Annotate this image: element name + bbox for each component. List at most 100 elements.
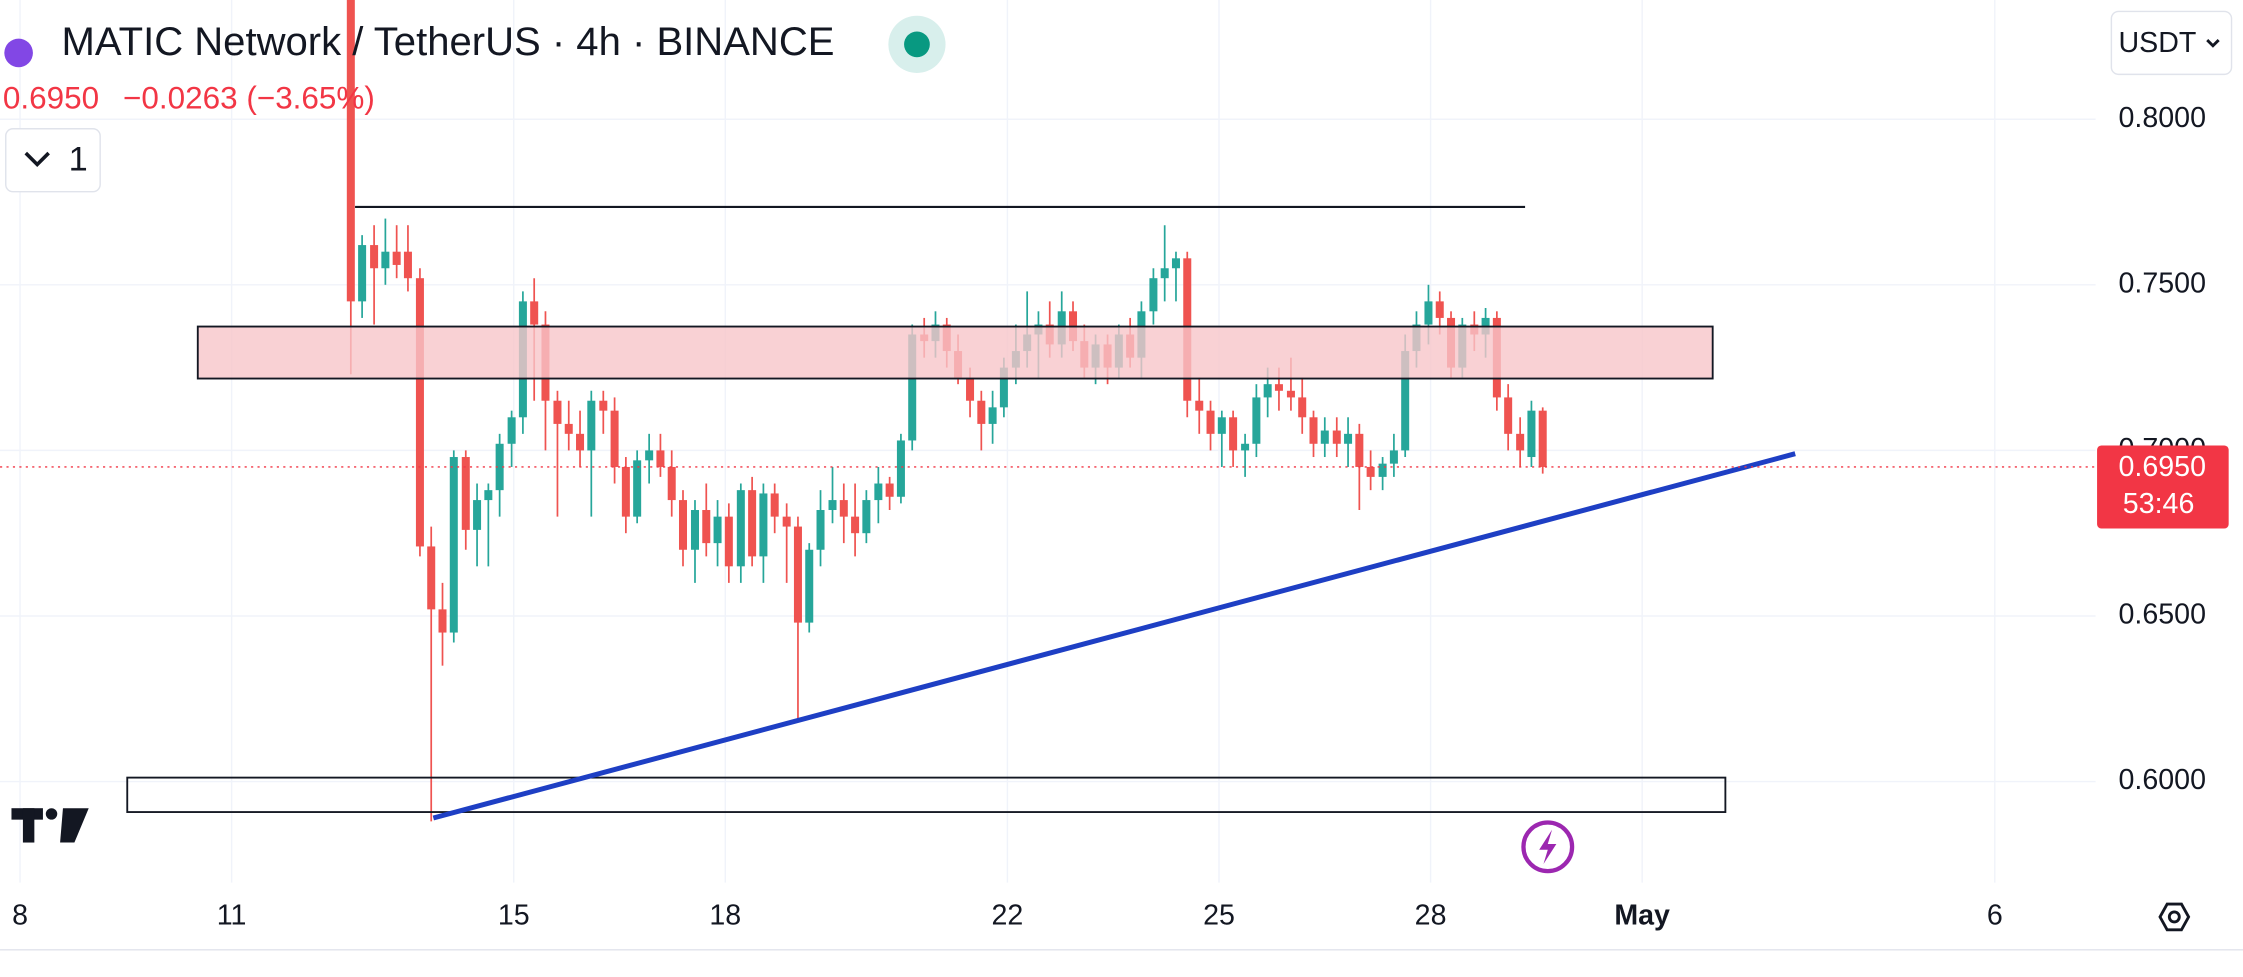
candle-body (1378, 463, 1387, 477)
candle-body (702, 510, 711, 544)
candle-body (403, 251, 412, 279)
candle-body (1320, 430, 1329, 444)
candle-body (484, 490, 493, 501)
candle-body (839, 500, 848, 517)
candle-body (885, 483, 894, 497)
candle-body (977, 400, 986, 424)
zone (196, 325, 1714, 380)
candle-body (1149, 278, 1158, 312)
candle-body (1195, 400, 1204, 411)
tv-logo (11, 808, 89, 843)
plot (126, 0, 1796, 822)
candle-body (621, 466, 630, 517)
currency: USDT (2119, 27, 2197, 59)
candle-body (851, 516, 860, 534)
candle-body (610, 410, 619, 467)
currency-select[interactable] (2110, 10, 2233, 76)
candle-body (678, 500, 688, 550)
candle-body (1309, 417, 1318, 444)
y-tick-label: 0.7500 (2119, 267, 2206, 299)
candle-body (1263, 384, 1272, 398)
candle-body (805, 549, 814, 623)
x-tick-label: 8 (12, 899, 28, 931)
x-tick-label: May (1614, 899, 1670, 931)
candle-body (553, 400, 562, 424)
y-tick-label: 0.8000 (2119, 102, 2206, 134)
candle-body (449, 457, 458, 633)
candle-body (1274, 384, 1283, 391)
chevron (24, 151, 50, 168)
candle-body (415, 278, 424, 547)
candle-body (908, 334, 917, 441)
x-tick-label: 11 (217, 899, 247, 931)
x-tick-label: 18 (709, 899, 741, 931)
candle-body (1435, 301, 1444, 318)
candle-body (599, 400, 608, 411)
candle-body (1217, 417, 1226, 434)
x-tick-label: 6 (1987, 899, 2003, 931)
zone (126, 776, 1727, 813)
candle-body (1286, 390, 1295, 398)
last-price-box (2097, 445, 2229, 529)
candle-body (759, 493, 768, 557)
candle-body (1504, 397, 1513, 434)
candle-body (358, 245, 367, 302)
candle-body (507, 417, 516, 444)
chevron (2206, 39, 2220, 48)
y-tick-label: 0.6500 (2119, 599, 2206, 631)
candle-body (1401, 351, 1410, 451)
indicator-toggle[interactable] (5, 128, 101, 193)
candle-body (736, 490, 745, 567)
candle-body (495, 443, 504, 491)
candle-body (1229, 417, 1238, 451)
candle-body (1252, 397, 1261, 444)
candle-body (988, 407, 997, 424)
y-tick-label: 0.6000 (2119, 764, 2206, 796)
candle-body (690, 510, 699, 550)
candle-body (461, 457, 470, 530)
status-dot (904, 31, 930, 58)
candle-body (587, 400, 596, 451)
candle-body (656, 450, 665, 467)
candle-body (1171, 258, 1180, 269)
candle-body (1366, 466, 1375, 477)
candle-body (392, 251, 401, 265)
candle-body (1344, 433, 1353, 444)
candle-body (782, 516, 791, 527)
candle-body (1389, 450, 1398, 464)
indicator-count: 1 (69, 141, 88, 179)
candle-body (667, 466, 676, 501)
settings-icon (2167, 910, 2181, 924)
candle-body (999, 367, 1008, 408)
candle-body (576, 433, 585, 451)
settings-button[interactable] (2158, 902, 2191, 932)
candle-body (713, 516, 722, 544)
candle-body (874, 483, 883, 501)
candle-body (530, 301, 539, 325)
x-tick-label: 28 (1415, 899, 1447, 931)
x-tick-label: 25 (1203, 899, 1235, 931)
candle-body (633, 460, 642, 517)
chart-title: MATIC Network / TetherUS · 4h · BINANCE (62, 20, 835, 64)
candle-body (724, 516, 733, 567)
x-tick-label: 22 (992, 899, 1024, 931)
countdown: 53:46 (2123, 488, 2195, 520)
grid (0, 0, 2096, 883)
candle-body (793, 526, 802, 623)
candle-body (438, 609, 447, 633)
candle-body (816, 510, 825, 550)
candle-body (1527, 410, 1536, 458)
candle-body (862, 500, 871, 534)
candle-body (1298, 397, 1307, 418)
candle-body (1160, 268, 1169, 279)
candle-body (370, 245, 379, 269)
candle-body (1332, 430, 1341, 444)
price: 0.6950 (3, 80, 99, 115)
candle-body (966, 377, 975, 401)
candle-body (896, 440, 905, 497)
candle-body (1516, 433, 1525, 451)
candle-body (828, 500, 837, 511)
candle-body (645, 450, 654, 461)
candle-body (1538, 410, 1547, 467)
